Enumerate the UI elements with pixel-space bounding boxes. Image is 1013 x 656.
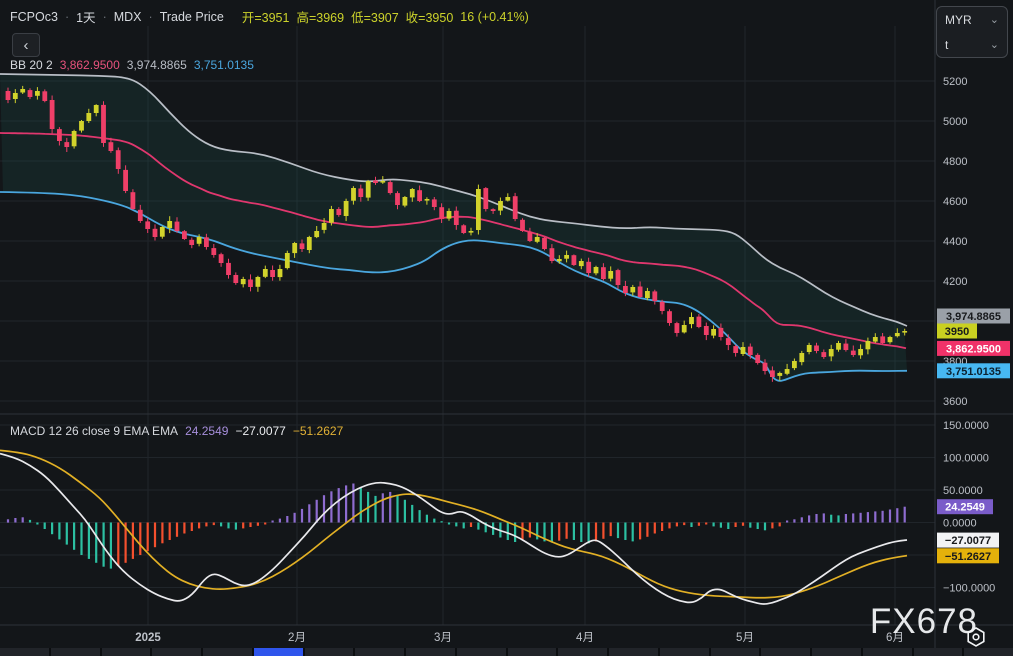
svg-text:5月: 5月 xyxy=(736,632,754,644)
axis-badge-white: −27.0077 xyxy=(937,533,999,548)
bb-title: BB 20 2 xyxy=(10,58,53,72)
svg-text:4600: 4600 xyxy=(943,196,967,208)
minimap-segment[interactable] xyxy=(711,648,760,656)
chevron-down-icon: ⌄ xyxy=(990,38,999,51)
minimap-segment[interactable] xyxy=(558,648,607,656)
svg-text:2月: 2月 xyxy=(288,632,306,644)
minimap-segment[interactable] xyxy=(203,648,252,656)
minimap-active-segment[interactable] xyxy=(254,648,303,656)
open-value: 开=3951 xyxy=(242,7,290,26)
separator-dot: · xyxy=(149,10,153,24)
low-value: 低=3907 xyxy=(351,7,399,26)
interval-label[interactable]: 1天 xyxy=(76,7,95,26)
trading-chart-window: 520050004800460044004200400038003600150.… xyxy=(0,0,1013,656)
svg-text:3950: 3950 xyxy=(945,326,969,338)
symbol-legend: FCPOc3 · 1天 · MDX · Trade Price 开=3951 高… xyxy=(10,7,529,26)
high-value: 高=3969 xyxy=(296,7,344,26)
bb-basis-value: 3,862.9500 xyxy=(60,58,120,72)
minimap-segment[interactable] xyxy=(964,648,1013,656)
axis-badge-gold: −51.2627 xyxy=(937,548,999,563)
separator-dot: · xyxy=(65,10,69,24)
minimap-segment[interactable] xyxy=(51,648,100,656)
close-value: 收=3950 xyxy=(406,7,454,26)
unit-dropdown[interactable]: t ⌄ xyxy=(937,32,1007,57)
exchange-label: MDX xyxy=(114,10,142,24)
macd-legend: MACD 12 26 close 9 EMA EMA 24.2549 −27.0… xyxy=(10,424,343,438)
svg-text:3月: 3月 xyxy=(434,632,452,644)
minimap-segment[interactable] xyxy=(508,648,557,656)
chevron-left-icon: ‹ xyxy=(24,38,29,53)
bb-legend: BB 20 2 3,862.9500 3,974.8865 3,751.0135 xyxy=(10,58,254,72)
axis-badge-blue: 3,751.0135 xyxy=(937,363,1010,378)
svg-text:0.0000: 0.0000 xyxy=(943,518,977,530)
minimap-segment[interactable] xyxy=(812,648,861,656)
svg-text:4月: 4月 xyxy=(576,632,594,644)
svg-text:5200: 5200 xyxy=(943,76,967,88)
chevron-down-icon: ⌄ xyxy=(990,13,999,26)
macd-main-line xyxy=(0,454,907,604)
price-and-macd-chart[interactable]: 520050004800460044004200400038003600150.… xyxy=(0,0,1013,656)
watermark-text: FX678 xyxy=(870,602,978,641)
minimap-segment[interactable] xyxy=(914,648,963,656)
axis-badge-pink: 3,862.9500 xyxy=(937,341,1010,356)
minimap-segment[interactable] xyxy=(355,648,404,656)
bb-lower-value: 3,751.0135 xyxy=(194,58,254,72)
minimap-segment[interactable] xyxy=(609,648,658,656)
svg-text:4400: 4400 xyxy=(943,236,967,248)
change-value: 16 (+0.41%) xyxy=(460,10,528,24)
svg-text:4800: 4800 xyxy=(943,156,967,168)
macd-line-value: −27.0077 xyxy=(235,424,285,438)
svg-text:3600: 3600 xyxy=(943,396,967,408)
axis-badge-purple: 24.2549 xyxy=(937,499,993,514)
minimap-segment[interactable] xyxy=(863,648,912,656)
axis-badge-yellow: 3950 xyxy=(937,324,977,339)
minimap-segment[interactable] xyxy=(761,648,810,656)
svg-text:50.0000: 50.0000 xyxy=(943,485,983,497)
axis-badge-gray: 3,974.8865 xyxy=(937,309,1010,324)
bb-upper-value: 3,974.8865 xyxy=(127,58,187,72)
symbol-name: FCPOc3 xyxy=(10,10,58,24)
minimap-segment[interactable] xyxy=(102,648,151,656)
svg-text:4200: 4200 xyxy=(943,276,967,288)
svg-text:−27.0077: −27.0077 xyxy=(945,535,991,547)
svg-text:−51.2627: −51.2627 xyxy=(945,551,991,563)
currency-value: MYR xyxy=(945,13,972,27)
minimap-segment[interactable] xyxy=(305,648,354,656)
svg-text:3,862.9500: 3,862.9500 xyxy=(946,343,1001,355)
minimap-segment[interactable] xyxy=(660,648,709,656)
svg-text:3,751.0135: 3,751.0135 xyxy=(946,366,1001,378)
currency-dropdown[interactable]: MYR ⌄ xyxy=(937,7,1007,32)
macd-signal-line xyxy=(0,450,907,597)
svg-text:3,974.8865: 3,974.8865 xyxy=(946,311,1001,323)
svg-text:24.2549: 24.2549 xyxy=(945,502,985,514)
unit-value: t xyxy=(945,38,948,52)
macd-hist-value: 24.2549 xyxy=(185,424,228,438)
bollinger-band-fill xyxy=(0,74,907,381)
separator-dot: · xyxy=(103,10,107,24)
svg-text:150.0000: 150.0000 xyxy=(943,420,989,432)
currency-unit-selector: MYR ⌄ t ⌄ xyxy=(936,6,1008,58)
minimap-segment[interactable] xyxy=(152,648,201,656)
macd-title: MACD 12 26 close 9 EMA EMA xyxy=(10,424,178,438)
svg-text:100.0000: 100.0000 xyxy=(943,453,989,465)
time-axis-labels[interactable]: 20252月3月4月5月6月 xyxy=(135,632,904,644)
minimap-segment[interactable] xyxy=(0,648,49,656)
bottom-minimap-strip[interactable] xyxy=(0,648,1013,656)
macd-histogram xyxy=(7,484,906,569)
svg-text:−100.0000: −100.0000 xyxy=(943,583,995,595)
svg-text:5000: 5000 xyxy=(943,116,967,128)
minimap-segment[interactable] xyxy=(457,648,506,656)
minimap-segment[interactable] xyxy=(406,648,455,656)
price-axis-labels[interactable]: 520050004800460044004200400038003600 xyxy=(943,76,967,408)
price-type-label: Trade Price xyxy=(160,10,224,24)
svg-text:2025: 2025 xyxy=(135,632,161,644)
macd-signal-value: −51.2627 xyxy=(293,424,343,438)
back-button[interactable]: ‹ xyxy=(12,33,40,57)
